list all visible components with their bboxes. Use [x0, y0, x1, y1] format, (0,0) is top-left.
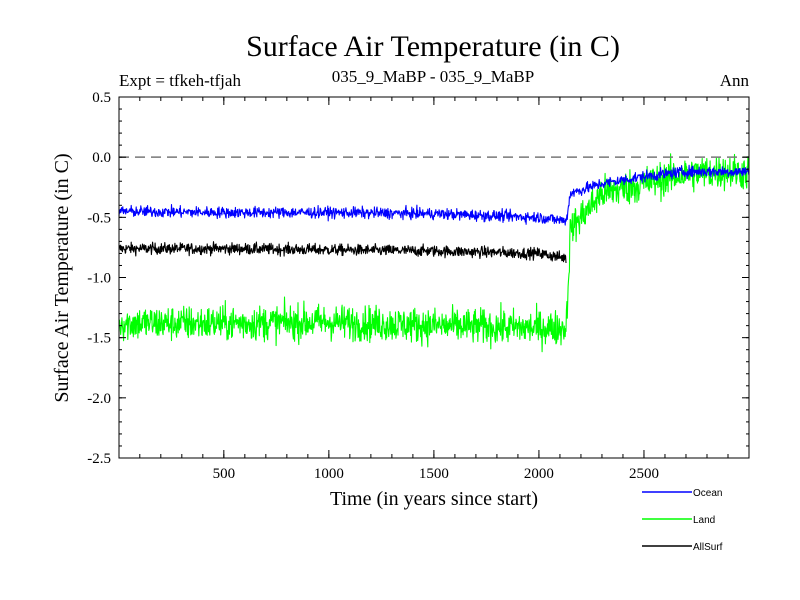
y-tick-label: 0.5 [92, 90, 111, 106]
legend: Ocean Land AllSurf [642, 488, 723, 553]
y-tick-label: -1.0 [87, 271, 111, 287]
x-axis: 500 1000 1500 2000 2500 [139, 97, 729, 482]
series-line-allsurf [118, 241, 567, 264]
chart-subtitle: 035_9_MaBP - 035_9_MaBP [332, 67, 534, 86]
series-line-land [118, 153, 750, 353]
series-layer [118, 153, 750, 353]
legend-label-ocean: Ocean [693, 488, 722, 499]
chart-title: Surface Air Temperature (in C) [246, 30, 620, 63]
x-tick-label: 1000 [314, 466, 344, 482]
y-tick-label: -1.5 [87, 331, 111, 347]
x-axis-label: Time (in years since start) [330, 488, 538, 510]
y-tick-label: -0.5 [87, 210, 111, 226]
experiment-label: Expt = tfkeh-tfjah [119, 71, 241, 90]
y-axis-label: Surface Air Temperature (in C) [51, 153, 73, 402]
x-tick-label: 1500 [419, 466, 449, 482]
period-label: Ann [720, 71, 750, 90]
x-tick-label: 2000 [524, 466, 554, 482]
series-line-ocean [118, 164, 750, 226]
y-axis: -2.5 -2.0 -1.5 -1.0 -0.5 0.0 0.5 [87, 90, 749, 467]
y-tick-label: -2.0 [87, 391, 111, 407]
y-tick-label: -2.5 [87, 451, 111, 467]
x-tick-label: 2500 [629, 466, 659, 482]
y-tick-label: 0.0 [92, 150, 111, 166]
plot-frame [118, 96, 750, 459]
legend-label-allsurf: AllSurf [693, 542, 723, 553]
legend-label-land: Land [693, 515, 715, 526]
x-tick-label: 500 [213, 466, 236, 482]
